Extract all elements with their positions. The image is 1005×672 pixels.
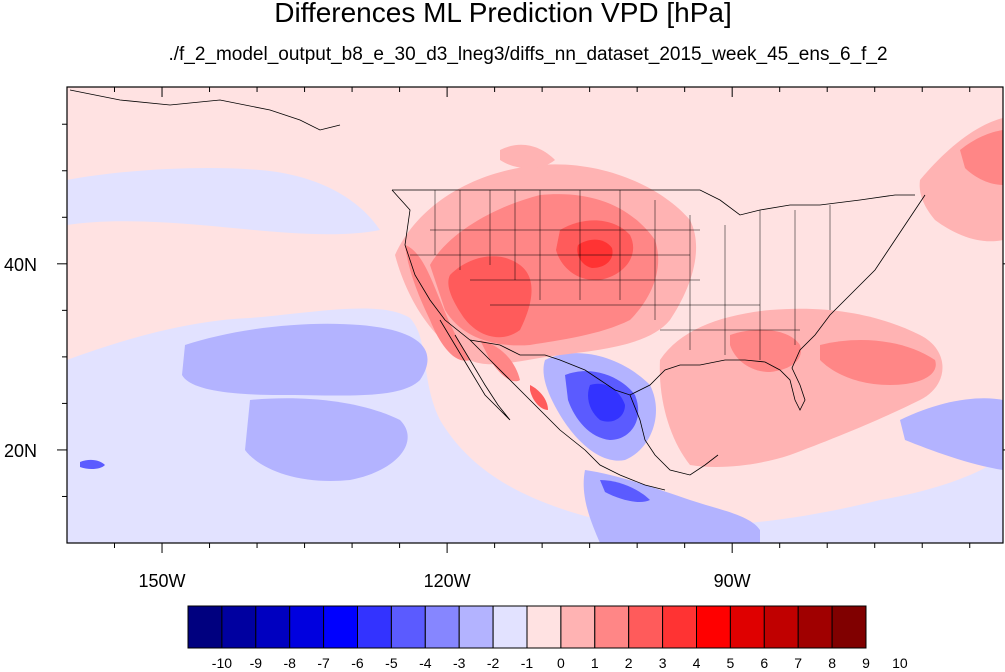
state-lines bbox=[410, 190, 831, 360]
colorbar-swatch bbox=[729, 605, 765, 649]
baja-peninsula-outline bbox=[439, 319, 511, 421]
colorbar-swatch bbox=[492, 605, 528, 649]
colorbar-swatch bbox=[289, 605, 325, 649]
colorbar-label: -2 bbox=[487, 655, 500, 671]
geographic-outlines bbox=[69, 89, 926, 491]
pacific-band-minus-2b bbox=[245, 398, 408, 481]
x-tick-label: 120W bbox=[424, 571, 471, 591]
colorbar-label: 7 bbox=[794, 655, 802, 671]
negative-anomaly-regions bbox=[67, 168, 1003, 543]
eastern-pacific-subtropics-band-2 bbox=[67, 168, 380, 235]
canada-border bbox=[392, 189, 915, 216]
chart-title: Differences ML Prediction VPD [hPa] bbox=[274, 0, 732, 28]
colorbar-label: -5 bbox=[385, 655, 398, 671]
colorbar-swatch bbox=[662, 605, 697, 649]
colorbar-label: -4 bbox=[419, 655, 432, 671]
gulf-mexico-outline bbox=[629, 394, 719, 476]
x-tick-label: 150W bbox=[139, 571, 186, 591]
colorbar-swatch bbox=[831, 605, 867, 649]
colorbar-label: -7 bbox=[317, 655, 330, 671]
colorbar-swatch bbox=[594, 605, 630, 649]
y-tick-label: 20N bbox=[4, 441, 37, 461]
colorbar-swatch bbox=[255, 605, 291, 649]
colorbar-label: 5 bbox=[727, 655, 735, 671]
colorbar-label: -3 bbox=[453, 655, 466, 671]
colorbar-swatch bbox=[221, 605, 257, 649]
colorbar-label: -9 bbox=[250, 655, 263, 671]
colorbar-label: -6 bbox=[351, 655, 364, 671]
colorbar-label: 2 bbox=[625, 655, 633, 671]
colorbar-swatch bbox=[797, 605, 833, 649]
northeast-atlantic-plus-3 bbox=[960, 130, 1003, 185]
state-borders bbox=[410, 190, 831, 360]
alaska-coast-fragment bbox=[69, 89, 341, 131]
western-atlantic-negative bbox=[900, 398, 1003, 470]
x-tick-label: 90W bbox=[714, 571, 751, 591]
us-mexico-outline bbox=[391, 189, 926, 411]
canada-plus-2 bbox=[500, 144, 555, 169]
colorbar-swatch bbox=[187, 605, 223, 649]
colorbar-label: -8 bbox=[283, 655, 296, 671]
colorbar-label: 9 bbox=[862, 655, 870, 671]
southeast-plus-3 bbox=[730, 329, 801, 372]
colorbar-label: -10 bbox=[212, 655, 232, 671]
y-tick-label: 40N bbox=[4, 255, 37, 275]
colorbar-swatch bbox=[696, 605, 731, 649]
chart-subtitle: ./f_2_model_output_b8_e_30_d3_lneg3/diff… bbox=[168, 44, 887, 65]
map-frame bbox=[66, 86, 1004, 544]
colorbar-swatch bbox=[390, 605, 426, 649]
hawaii-negative bbox=[80, 459, 105, 470]
colorbar-label: 8 bbox=[828, 655, 836, 671]
sinaloa-plus-4 bbox=[530, 385, 548, 410]
map-panel bbox=[67, 87, 1003, 543]
baja-coast-positive bbox=[405, 245, 470, 361]
colorbar-label: 4 bbox=[693, 655, 701, 671]
plains-plus-5 bbox=[577, 239, 613, 268]
southern-mexico-coast-minus-4 bbox=[600, 480, 650, 503]
atlantic-plus-3 bbox=[820, 340, 936, 385]
pacific-band-minus-2 bbox=[182, 323, 428, 396]
colorbar-label: -1 bbox=[521, 655, 534, 671]
colorbar-swatch bbox=[628, 605, 664, 649]
axis-layer: 150W 120W 90W 20N 40N bbox=[4, 87, 1005, 591]
colorbar-label: 6 bbox=[760, 655, 768, 671]
colorbar-swatch bbox=[424, 605, 460, 649]
colorbar-label: 1 bbox=[591, 655, 599, 671]
colorbar-swatch bbox=[560, 605, 596, 649]
mexico-west-positive bbox=[480, 340, 520, 382]
colorbar-label: 10 bbox=[892, 655, 908, 671]
colorbar-swatch bbox=[763, 605, 799, 649]
colorbar-label: 0 bbox=[557, 655, 565, 671]
northern-mexico-minus-5 bbox=[588, 383, 625, 422]
colorbar-swatch bbox=[526, 605, 562, 649]
mexico-pacific-outline bbox=[469, 339, 666, 491]
colorbar-swatch bbox=[323, 605, 359, 649]
colorbar-label: 3 bbox=[659, 655, 667, 671]
colorbar-swatch bbox=[357, 605, 392, 649]
colorbar: -10 -9 -8 -7 -6 -5 -4 -3 -2 -1 0 1 2 3 4 5 6 7 8 9 10 bbox=[187, 605, 908, 671]
southwest-plus-4 bbox=[448, 256, 532, 338]
colorbar-swatch bbox=[458, 605, 494, 649]
